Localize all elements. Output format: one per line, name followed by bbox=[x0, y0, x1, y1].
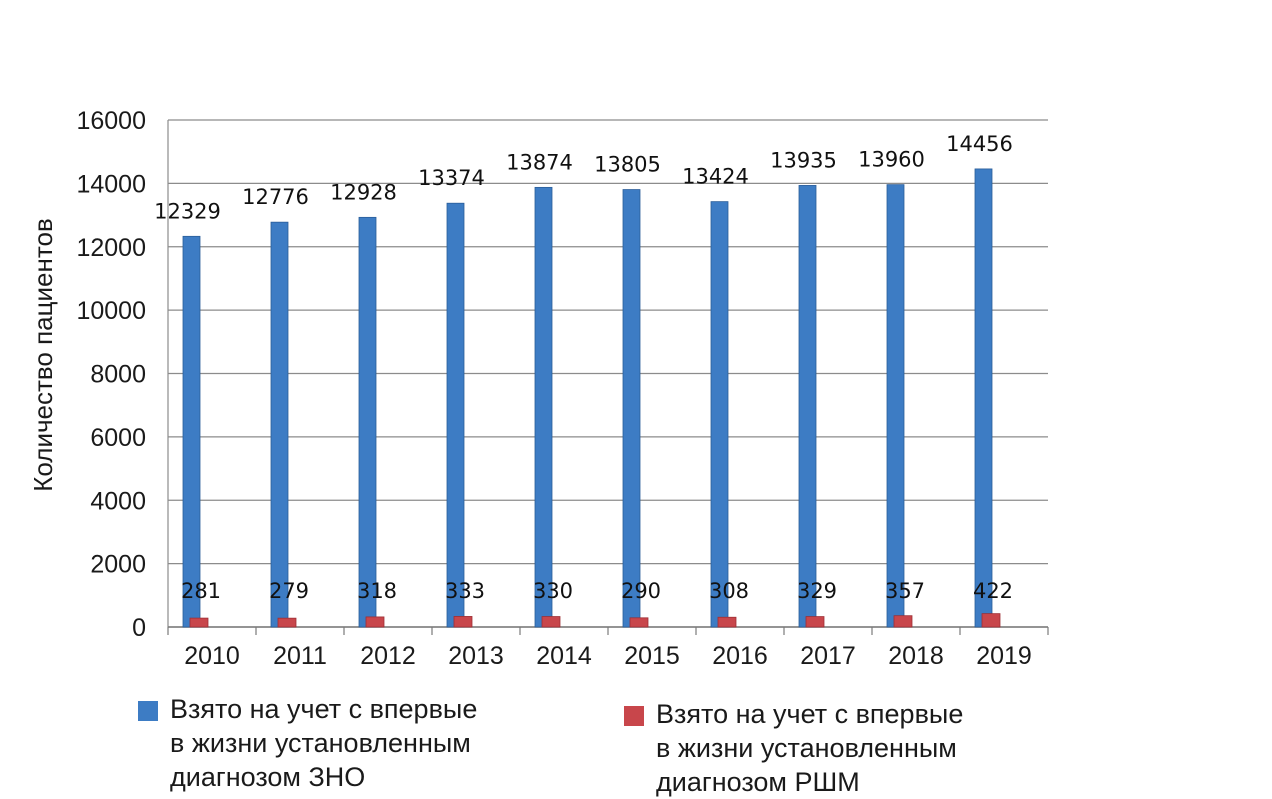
data-label-rshm: 329 bbox=[797, 579, 837, 603]
x-axis-ticks: 2010 2011 2012 2013 2014 2015 2016 2017 2018 2019 bbox=[167, 627, 1049, 670]
data-label-zno: 13424 bbox=[682, 165, 749, 189]
bar-rshm bbox=[805, 616, 825, 628]
legend-swatch-zno bbox=[138, 701, 158, 721]
data-label-zno: 13874 bbox=[506, 150, 573, 174]
y-tick-label: 6000 bbox=[90, 424, 146, 452]
x-tick-label: 2015 bbox=[624, 642, 680, 670]
data-label-rshm: 318 bbox=[357, 579, 397, 603]
data-label-rshm: 290 bbox=[621, 579, 661, 603]
bar-zno bbox=[270, 221, 289, 628]
bar-rshm bbox=[277, 617, 297, 628]
x-tick-label: 2012 bbox=[360, 642, 416, 670]
bar-rshm bbox=[717, 616, 737, 628]
bar-rshm bbox=[365, 616, 385, 628]
data-label-zno: 12776 bbox=[242, 185, 309, 209]
y-tick-label: 14000 bbox=[76, 170, 146, 198]
bar-zno bbox=[358, 216, 377, 628]
data-label-zno: 13960 bbox=[858, 148, 925, 172]
data-label-rshm: 330 bbox=[533, 579, 573, 603]
legend-label-rshm: Взято на учет с впервые в жизни установл… bbox=[656, 699, 964, 797]
y-tick-label: 8000 bbox=[90, 361, 146, 389]
x-tick-label: 2017 bbox=[800, 642, 856, 670]
bar-zno bbox=[622, 189, 641, 628]
gridlines bbox=[167, 119, 1048, 628]
y-tick-label: 10000 bbox=[76, 297, 146, 325]
legend-swatch-rshm bbox=[624, 706, 644, 726]
x-tick-label: 2019 bbox=[976, 642, 1032, 670]
bar-rshm bbox=[189, 617, 209, 628]
data-label-zno: 13374 bbox=[418, 166, 485, 190]
x-tick-label: 2010 bbox=[184, 642, 240, 670]
x-tick-label: 2011 bbox=[273, 642, 327, 670]
y-axis-ticks: 0 2000 4000 6000 8000 10000 12000 14000 16000 bbox=[76, 107, 146, 642]
y-tick-label: 0 bbox=[132, 614, 146, 642]
y-tick-label: 2000 bbox=[90, 551, 146, 579]
y-tick-label: 4000 bbox=[90, 487, 146, 515]
data-labels: 12329 281 12776 279 12928 318 13374 333 13874 330… bbox=[154, 132, 1013, 603]
bar-zno bbox=[182, 235, 201, 628]
data-label-zno: 12329 bbox=[154, 199, 221, 223]
data-label-zno: 13935 bbox=[770, 148, 837, 172]
data-label-rshm: 357 bbox=[885, 579, 925, 603]
bar-zno bbox=[446, 202, 465, 628]
y-axis-label: Количество пациентов bbox=[28, 218, 58, 492]
x-tick-label: 2016 bbox=[712, 642, 768, 670]
bar-rshm bbox=[981, 613, 1001, 628]
data-label-zno: 14456 bbox=[946, 132, 1013, 156]
legend-label-zno: Взято на учет с впервые в жизни установл… bbox=[170, 694, 478, 792]
x-tick-label: 2013 bbox=[448, 642, 504, 670]
data-label-rshm: 422 bbox=[973, 579, 1013, 603]
x-tick-label: 2014 bbox=[536, 642, 592, 670]
bar-zno bbox=[886, 184, 905, 628]
data-label-rshm: 281 bbox=[181, 579, 221, 603]
data-label-zno: 12928 bbox=[330, 180, 397, 204]
x-tick-label: 2018 bbox=[888, 642, 944, 670]
data-label-rshm: 308 bbox=[709, 579, 749, 603]
bar-rshm bbox=[893, 615, 913, 628]
bars bbox=[182, 168, 1001, 628]
bar-rshm bbox=[629, 617, 649, 628]
bar-rshm bbox=[453, 616, 473, 628]
data-label-rshm: 279 bbox=[269, 579, 309, 603]
bar-zno bbox=[534, 186, 553, 628]
bar-zno bbox=[710, 201, 729, 628]
bar-rshm bbox=[541, 616, 561, 628]
data-label-zno: 13805 bbox=[594, 153, 661, 177]
y-tick-label: 12000 bbox=[76, 234, 146, 262]
y-tick-label: 16000 bbox=[76, 107, 146, 135]
bar-zno bbox=[798, 185, 817, 628]
bar-zno bbox=[974, 168, 993, 628]
data-label-rshm: 333 bbox=[445, 579, 485, 603]
